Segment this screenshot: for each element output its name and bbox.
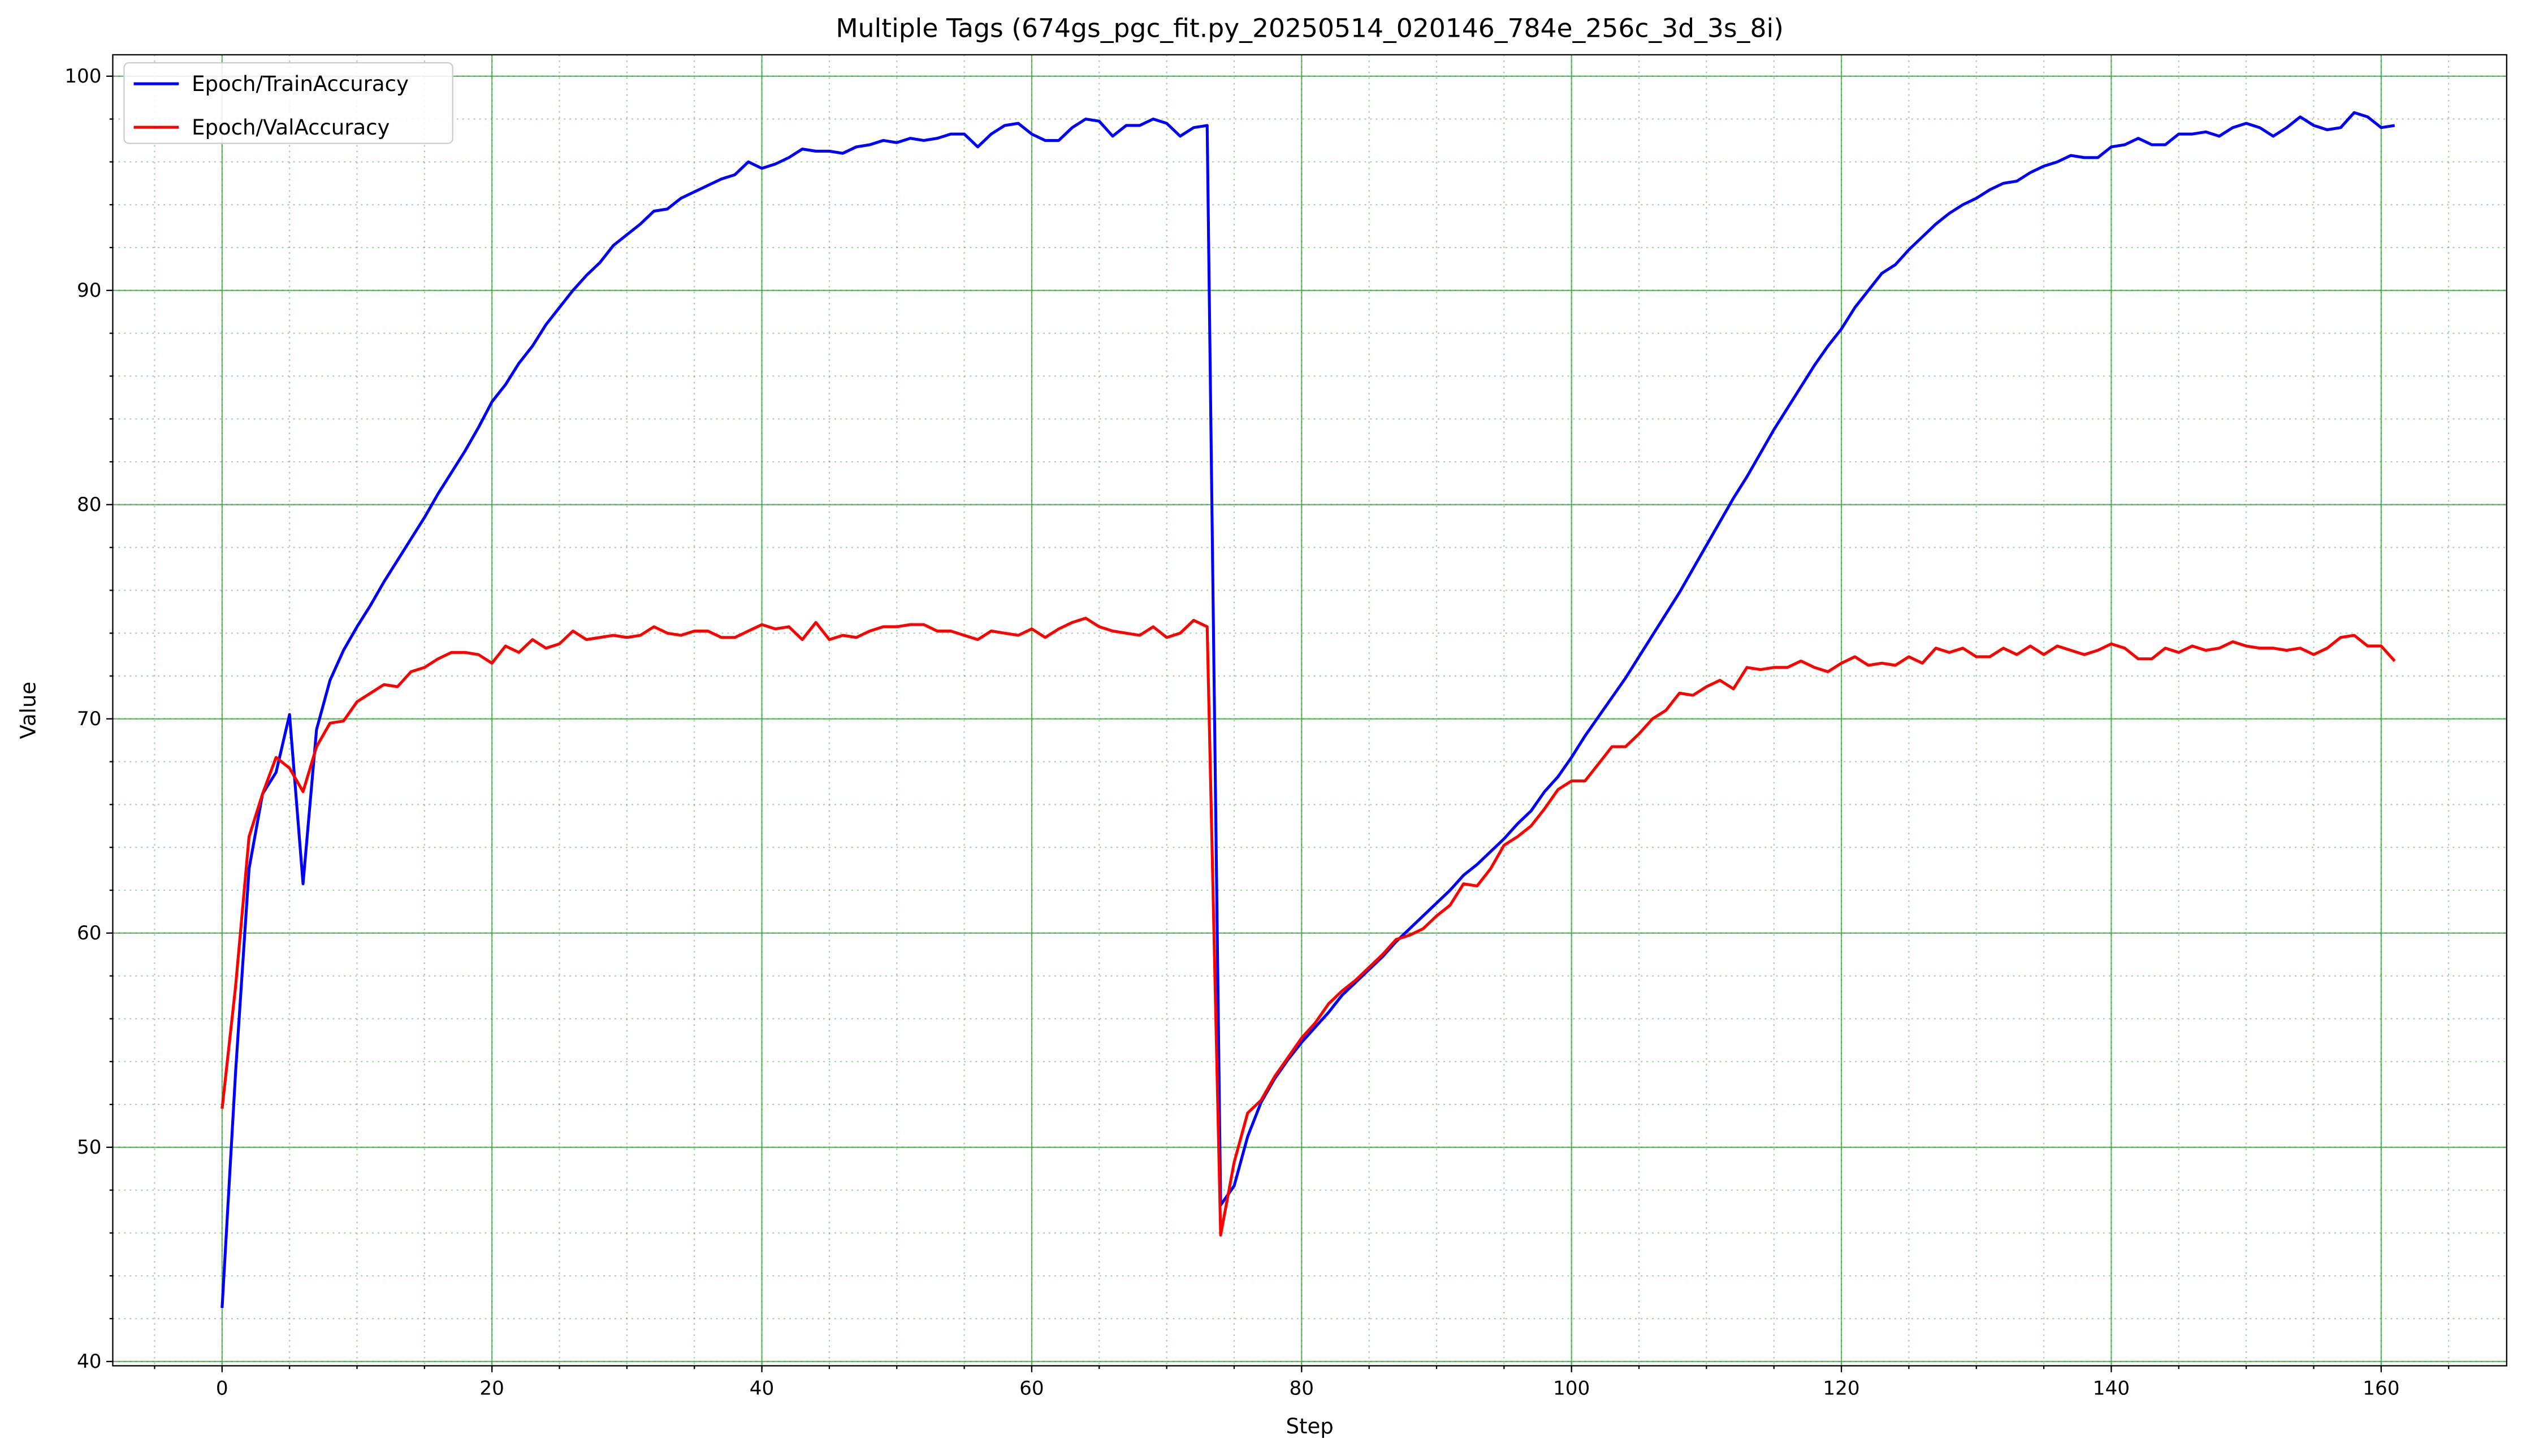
y-tick-label: 60 bbox=[77, 922, 102, 944]
y-axis-label: Value bbox=[16, 682, 41, 739]
plot-frame bbox=[112, 54, 2507, 1367]
x-tick-label: 160 bbox=[2363, 1377, 2399, 1400]
legend: Epoch/TrainAccuracy Epoch/ValAccuracy bbox=[123, 62, 453, 144]
y-tick-label: 90 bbox=[77, 279, 102, 302]
y-tick-label: 50 bbox=[77, 1136, 102, 1159]
x-tick-label: 60 bbox=[1019, 1377, 1044, 1400]
y-tick-label: 80 bbox=[77, 493, 102, 516]
x-tick-label: 140 bbox=[2093, 1377, 2130, 1400]
line-series bbox=[220, 111, 2395, 1308]
x-tick-label: 100 bbox=[1553, 1377, 1590, 1400]
legend-label: Epoch/TrainAccuracy bbox=[192, 72, 409, 96]
x-tick-label: 20 bbox=[479, 1377, 504, 1400]
chart-title: Multiple Tags (674gs_pgc_fit.py_20250514… bbox=[836, 14, 1784, 44]
legend-box bbox=[123, 62, 453, 144]
x-tick-label: 80 bbox=[1290, 1377, 1314, 1400]
y-tick-label: 40 bbox=[77, 1350, 102, 1373]
y-tick-label: 100 bbox=[64, 65, 101, 88]
x-tick-label: 0 bbox=[216, 1377, 228, 1400]
x-tick-label: 40 bbox=[750, 1377, 775, 1400]
line-series bbox=[220, 617, 2396, 1237]
y-tick-label: 70 bbox=[77, 708, 102, 730]
legend-label: Epoch/ValAccuracy bbox=[192, 115, 390, 140]
x-axis-label: Step bbox=[1286, 1414, 1333, 1438]
x-tick-label: 120 bbox=[1823, 1377, 1859, 1400]
